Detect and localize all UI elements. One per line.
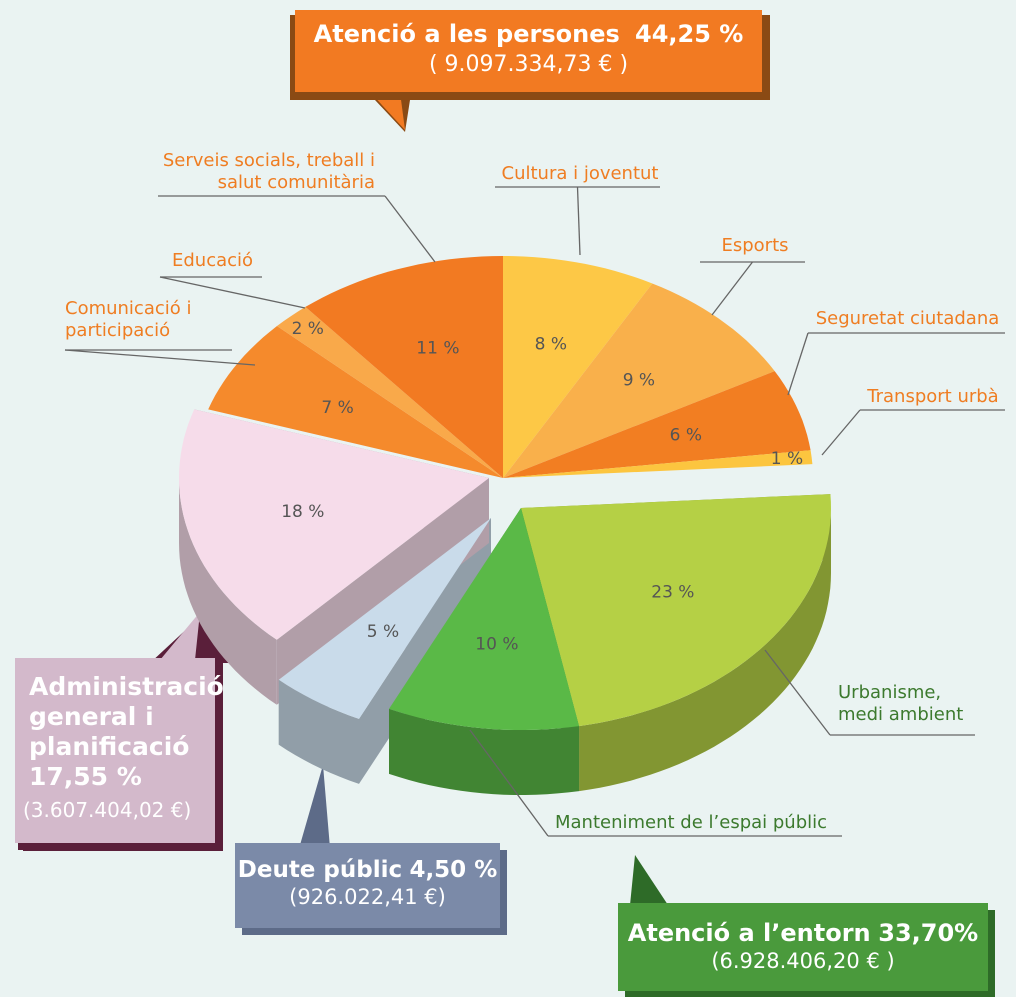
slice: [208, 326, 503, 478]
leader-line: [384, 195, 436, 263]
leader-line: [821, 409, 861, 456]
leader-line: [576, 186, 581, 256]
slice-side: [278, 679, 359, 784]
category-label: Comunicació i participació: [65, 298, 192, 341]
pointer: [630, 855, 668, 905]
value-label: 6 %: [670, 425, 702, 445]
slice: [179, 409, 489, 640]
category-label: Manteniment de l’espai públic: [555, 812, 828, 833]
slice: [503, 256, 653, 478]
value-label: 18 %: [281, 502, 324, 522]
leader-line: [787, 332, 809, 396]
category-label: Cultura i joventut: [501, 163, 659, 184]
group-amount: (3.607.404,02 €): [23, 798, 192, 822]
value-label: 1 %: [771, 449, 803, 469]
group-box: Atenció a l’entorn 33,70% (6.928.406,20 …: [618, 903, 988, 991]
group-amount: (6.928.406,20 € ): [711, 949, 895, 973]
category-label: Urbanisme, medi ambient: [838, 682, 964, 725]
leader-line: [469, 729, 549, 837]
group-amount: (926.022,41 €): [289, 885, 446, 909]
group-share: 4,50 %: [409, 857, 498, 883]
group-share: 44,25 %: [635, 20, 744, 48]
category-label: Transport urbà: [867, 386, 999, 407]
slice: [389, 508, 580, 730]
group-share: 17,55 %: [29, 762, 142, 791]
value-label: 11 %: [416, 338, 459, 358]
group-box: Deute públic 4,50 % (926.022,41 €): [235, 843, 500, 928]
value-label: 9 %: [623, 371, 655, 391]
group-box: Administració general i planificació 17,5…: [15, 658, 224, 843]
leader-line: [64, 349, 256, 366]
pointer: [160, 612, 200, 660]
slice: [503, 450, 813, 478]
slice: [503, 371, 811, 478]
group-box: Atenció a les persones 44,25 % ( 9.097.3…: [295, 10, 762, 92]
pointer: [370, 92, 405, 130]
slice: [305, 256, 503, 478]
value-label: 23 %: [651, 582, 694, 602]
pointer: [300, 765, 330, 848]
category-label: Educació: [172, 250, 254, 271]
group-amount: ( 9.097.334,73 € ): [428, 52, 629, 77]
group-name: Deute públic: [237, 857, 403, 883]
leader-line: [764, 649, 831, 736]
group-name: Administració general i planificació: [29, 672, 224, 761]
slice: [521, 494, 831, 727]
slice-side: [389, 708, 580, 795]
slice: [277, 306, 503, 478]
leader-line: [711, 261, 754, 316]
group-name: Atenció a l’entorn: [627, 919, 871, 947]
group-share: 33,70%: [878, 919, 979, 947]
value-label: 8 %: [535, 335, 567, 355]
slice: [503, 283, 775, 478]
slice: [278, 518, 491, 719]
value-label: 7 %: [321, 398, 353, 418]
value-label: 10 %: [475, 635, 518, 655]
slice-side: [579, 508, 831, 792]
value-label: 2 %: [292, 319, 324, 339]
category-label: Seguretat ciutadana: [815, 308, 1000, 329]
category-label: Serveis socials, treball i salut comunit…: [162, 150, 375, 193]
category-label: Esports: [721, 235, 789, 256]
group-name: Atenció a les persones: [313, 20, 620, 48]
leader-line: [159, 276, 306, 309]
value-label: 5 %: [367, 622, 399, 642]
slice-side: [179, 478, 277, 705]
